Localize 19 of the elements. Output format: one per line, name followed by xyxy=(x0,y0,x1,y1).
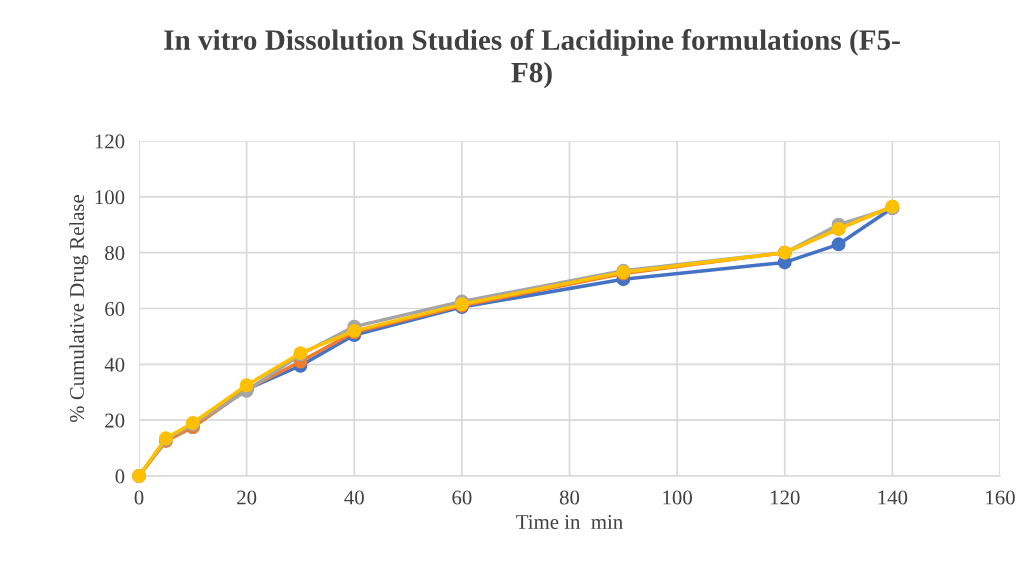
chart-title: In vitro Dissolution Studies of Lacidipine formulations (F5- F8) xyxy=(164,29,900,89)
y-tick-label: 0 xyxy=(115,469,125,484)
x-tick-label: 40 xyxy=(344,490,364,505)
x-axis-title: Time in min xyxy=(516,515,623,529)
y-tick-label: 80 xyxy=(105,246,125,261)
y-axis-title: % Cumulative Drug Relase xyxy=(69,194,89,423)
x-tick-label: 60 xyxy=(452,490,472,505)
x-tick-label: 140 xyxy=(878,490,908,505)
y-tick-label: 20 xyxy=(105,413,125,428)
y-tick-label: 100 xyxy=(95,190,125,205)
x-tick-label: 20 xyxy=(237,490,257,505)
x-tick-label: 0 xyxy=(134,490,144,505)
x-tick-label: 100 xyxy=(663,490,692,505)
x-tick-label: 80 xyxy=(559,490,580,505)
x-tick-label: 160 xyxy=(986,490,1015,505)
y-tick-label: 40 xyxy=(104,357,125,372)
y-tick-label: 120 xyxy=(95,134,125,149)
y-tick-label: 60 xyxy=(105,301,125,316)
x-tick-label: 120 xyxy=(770,490,800,505)
